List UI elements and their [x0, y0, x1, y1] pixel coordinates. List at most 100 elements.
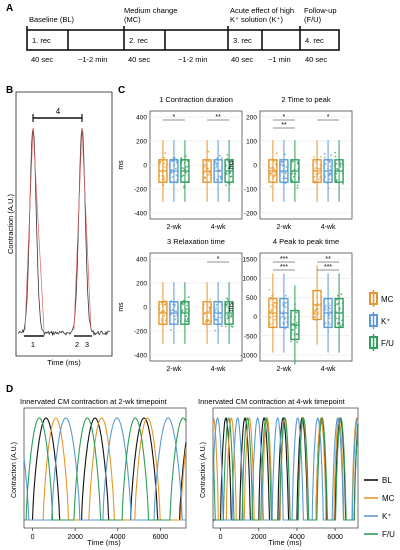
- data-point: [219, 178, 222, 180]
- xtick-label: 6000: [327, 534, 343, 541]
- data-point: [313, 156, 315, 158]
- d-left-title: Innervated CM contraction at 2-wk timepo…: [20, 397, 168, 406]
- data-point: [336, 321, 339, 324]
- boxplot-3: 3 Relaxation time 400 200 0 -200 -400 ms 2-wk 4-…: [118, 237, 243, 373]
- data-point: [273, 168, 276, 171]
- data-point: [207, 167, 210, 170]
- trace-plot-2wk: 0 2000 4000 6000: [23, 407, 187, 541]
- data-point: [296, 341, 299, 343]
- data-point: [216, 157, 218, 160]
- group-label: 2-wk: [277, 366, 292, 373]
- marker-2: 2: [75, 340, 79, 349]
- data-point: [335, 172, 338, 175]
- ytick-label: -100: [244, 187, 257, 194]
- data-point: [295, 321, 298, 324]
- ytick-label: 1000: [243, 276, 258, 283]
- data-point: [291, 172, 293, 175]
- data-point: [226, 317, 229, 320]
- data-point: [174, 318, 177, 321]
- data-point: [163, 166, 166, 169]
- data-point: [284, 306, 287, 308]
- data-point: [163, 315, 166, 317]
- data-point: [185, 310, 187, 312]
- xtick-label: 4000: [110, 534, 126, 541]
- trace-line: [24, 417, 187, 521]
- boxplot-ylabel: ms: [118, 160, 125, 170]
- d-right-ylabel: Contraction (A.U.): [200, 442, 207, 498]
- dur-label-2: 40 sec: [128, 55, 150, 64]
- data-point: [182, 174, 185, 177]
- panel-label-c: C: [118, 85, 125, 96]
- xtick-label: 6000: [153, 534, 169, 541]
- xtick-label: 4000: [289, 534, 305, 541]
- boxplot-title: 4 Peak to peak time: [273, 237, 339, 246]
- data-point: [336, 167, 338, 170]
- data-point: [220, 157, 223, 159]
- data-point: [284, 317, 287, 319]
- significance-marker: *: [173, 114, 176, 121]
- legend-label-fu: F/U: [381, 339, 394, 348]
- data-point: [317, 313, 320, 316]
- group-label: 4-wk: [321, 224, 336, 231]
- d-right-xlabel: Time (ms): [268, 538, 302, 547]
- data-point: [273, 160, 275, 163]
- boxplot-1: 1 Contraction duration 400 200 0 -200 -400 ms 2…: [118, 95, 243, 231]
- data-point: [174, 303, 177, 306]
- phase-label-k-line2: K⁺ solution (K⁺): [230, 15, 283, 24]
- ytick-label: 200: [246, 115, 257, 122]
- data-point: [170, 313, 173, 316]
- data-point: [325, 308, 327, 311]
- data-point: [226, 297, 228, 299]
- data-point: [175, 174, 178, 177]
- ytick-label: 0: [143, 305, 147, 312]
- boxplot-ylabel: ms: [228, 160, 235, 170]
- data-point: [163, 176, 166, 179]
- ytick-label: -400: [134, 211, 147, 218]
- peak-to-peak-label: 4: [56, 107, 61, 116]
- phase-label-mc-line2: (MC): [124, 15, 141, 24]
- data-point: [230, 164, 232, 167]
- data-point: [292, 175, 295, 178]
- ytick-label: -200: [244, 211, 257, 218]
- single-trace-plot: Contraction (A.U.) Time (ms) 4 1 2 3: [6, 91, 113, 367]
- phase-label-k-line1: Acute effect of high: [230, 6, 294, 15]
- data-point: [328, 323, 331, 326]
- data-point: [292, 328, 294, 331]
- significance-marker: *: [283, 114, 286, 121]
- rec-label-3: 3. rec: [233, 36, 252, 45]
- data-point: [296, 186, 299, 189]
- group-label: 4-wk: [211, 366, 226, 373]
- data-point: [335, 162, 338, 165]
- data-point: [226, 314, 229, 317]
- marker-3: 3: [85, 340, 89, 349]
- ytick-label: 0: [143, 163, 147, 170]
- data-point: [164, 319, 167, 322]
- data-point: [328, 304, 331, 307]
- phase-label-mc-line1: Medium change: [124, 6, 177, 15]
- data-point: [181, 302, 184, 305]
- data-point: [269, 174, 272, 176]
- data-point: [314, 310, 316, 313]
- data-point: [220, 325, 223, 328]
- data-point: [295, 333, 298, 336]
- gap-label-2: ~1-2 min: [178, 55, 207, 64]
- data-point: [224, 325, 227, 328]
- legend-item-k: K⁺: [369, 312, 391, 329]
- trace-line: [212, 417, 359, 521]
- significance-marker: *: [217, 256, 220, 263]
- data-point: [208, 310, 211, 313]
- data-point: [159, 160, 162, 163]
- rec-label-4: 4. rec: [305, 36, 324, 45]
- data-point: [164, 303, 167, 306]
- data-point: [313, 176, 316, 178]
- legend-label-k: K⁺: [381, 317, 391, 326]
- data-point: [329, 168, 332, 171]
- legend-item-fu: F/U: [369, 334, 394, 351]
- data-point: [219, 316, 222, 319]
- data-point: [318, 172, 320, 175]
- data-point: [325, 304, 327, 307]
- data-point: [313, 316, 316, 318]
- timeline-diagram: Baseline (BL) Medium change (MC) Acute e…: [26, 6, 340, 64]
- ytick-label: 500: [246, 295, 257, 302]
